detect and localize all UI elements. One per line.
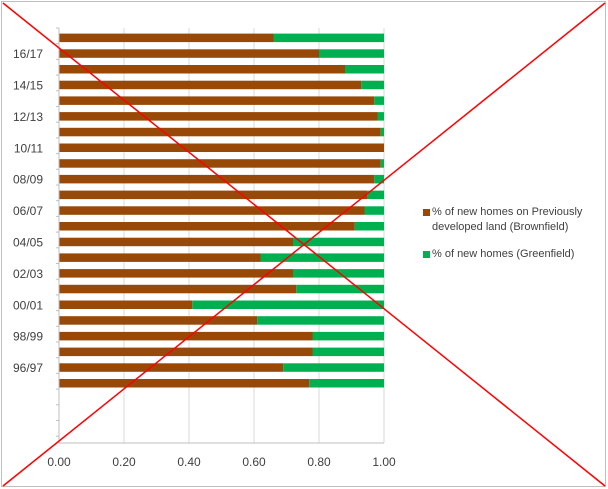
y-tick-label: 12/13 <box>13 110 43 124</box>
bar-greenfield <box>257 316 384 325</box>
bar-brownfield <box>59 331 313 341</box>
legend-label-greenfield: % of new homes (Greenfield) <box>432 248 575 260</box>
x-tick-label: 0.80 <box>307 455 331 469</box>
bar-brownfield <box>59 80 362 90</box>
bar-brownfield <box>59 33 274 43</box>
bar-brownfield <box>59 174 375 184</box>
bar-greenfield <box>367 190 384 200</box>
y-tick-label: 16/17 <box>13 47 43 61</box>
bar-greenfield <box>312 347 384 357</box>
legend-item-greenfield: % of new homes (Greenfield) <box>423 247 603 262</box>
bar-brownfield <box>59 284 297 294</box>
bar-greenfield <box>309 379 384 388</box>
legend-item-brownfield: % of new homes on Previously developed l… <box>423 205 603 235</box>
bar-brownfield <box>59 379 310 388</box>
bar-greenfield <box>260 253 384 262</box>
bar-greenfield <box>345 65 384 74</box>
bar-brownfield <box>59 363 284 372</box>
bar-brownfield <box>59 269 293 278</box>
bar-brownfield <box>59 190 368 200</box>
bar-brownfield <box>59 316 258 325</box>
y-tick-label: 98/99 <box>13 330 43 344</box>
bar-greenfield <box>374 174 384 184</box>
bar-greenfield <box>296 284 384 294</box>
bar-greenfield <box>380 127 384 137</box>
x-tick-label: 0.60 <box>242 455 266 469</box>
y-tick-label: 14/15 <box>13 78 43 92</box>
bar-greenfield <box>293 269 384 278</box>
y-tick-label: 96/97 <box>13 361 43 375</box>
bar-brownfield <box>59 237 293 247</box>
bar-greenfield <box>374 96 384 105</box>
x-tick-label: 0.40 <box>177 455 201 469</box>
bar-greenfield <box>283 363 384 372</box>
legend-label-brownfield: % of new homes on Previously developed l… <box>432 206 583 233</box>
bar-greenfield <box>192 300 384 309</box>
bar-greenfield <box>377 112 384 121</box>
x-tick-label: 0.20 <box>112 455 136 469</box>
bar-brownfield <box>59 49 319 58</box>
y-tick-label: 10/11 <box>14 141 43 155</box>
y-tick-label: 06/07 <box>13 204 43 218</box>
y-tick-label: 02/03 <box>13 267 43 281</box>
bar-greenfield <box>364 206 384 215</box>
bar-brownfield <box>59 206 365 215</box>
bar-brownfield <box>59 347 313 357</box>
bar-brownfield <box>59 222 355 231</box>
chart-legend: % of new homes on Previously developed l… <box>423 205 603 274</box>
x-tick-label: 0.00 <box>47 455 71 469</box>
bar-greenfield <box>361 80 384 90</box>
bar-greenfield <box>273 33 384 43</box>
legend-swatch-greenfield <box>423 251 430 258</box>
bar-greenfield <box>312 331 384 341</box>
bar-greenfield <box>354 222 384 231</box>
bar-greenfield <box>380 159 384 168</box>
x-tick-label: 1.00 <box>372 455 396 469</box>
bar-greenfield <box>293 237 384 247</box>
bar-brownfield <box>59 143 384 152</box>
y-tick-label: 04/05 <box>13 235 43 249</box>
bar-greenfield <box>319 49 384 58</box>
legend-swatch-brownfield <box>423 209 430 216</box>
bar-brownfield <box>59 127 381 137</box>
bar-brownfield <box>59 96 375 105</box>
bar-brownfield <box>59 112 378 121</box>
bar-brownfield <box>59 253 261 262</box>
y-tick-label: 08/09 <box>13 173 43 187</box>
bar-brownfield <box>59 159 381 168</box>
bar-brownfield <box>59 300 193 309</box>
bar-brownfield <box>59 65 345 74</box>
y-tick-label: 00/01 <box>13 298 43 312</box>
